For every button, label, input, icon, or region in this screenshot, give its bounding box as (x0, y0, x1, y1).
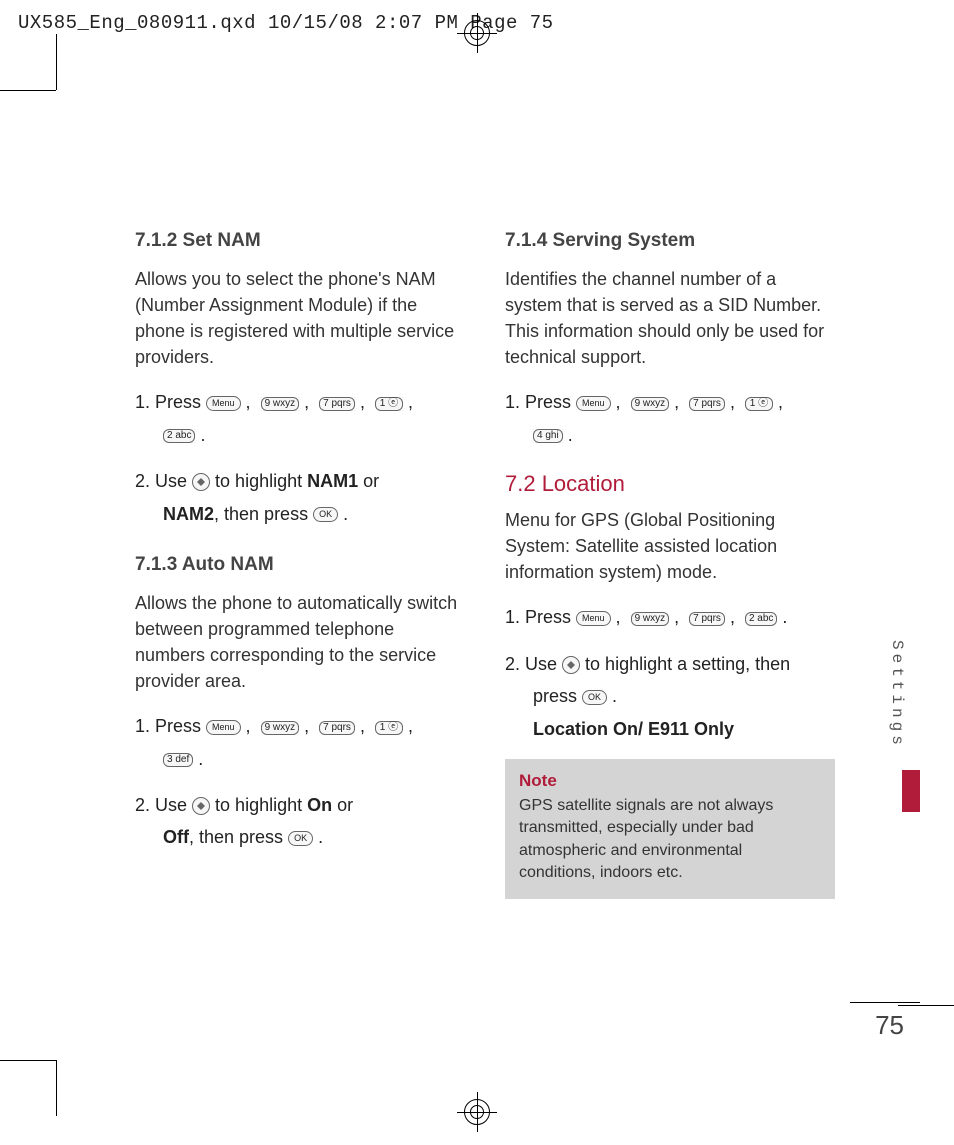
heading-location: 7.2 Location (505, 471, 835, 497)
key-2-icon: 2 abc (745, 612, 777, 626)
option-on: On (307, 795, 332, 815)
step: 1. Press Menu , 9 wxyz , 7 pqrs , 1 ⓔ , … (135, 386, 465, 451)
step-text: 1. Press (135, 392, 206, 412)
step-text: 2. Use (505, 654, 562, 674)
step-text: 1. Press (505, 392, 576, 412)
paragraph: Identifies the channel number of a syste… (505, 266, 835, 370)
note-title: Note (519, 771, 821, 791)
step: 2. Use to highlight a setting, then pres… (505, 648, 835, 745)
heading-serving-system: 7.1.4 Serving System (505, 230, 835, 252)
nav-key-icon (192, 797, 210, 815)
registration-mark-bottom (464, 1099, 490, 1125)
step: 1. Press Menu , 9 wxyz , 7 pqrs , 1 ⓔ , … (135, 710, 465, 775)
left-column: 7.1.2 Set NAM Allows you to select the p… (135, 230, 465, 899)
heading-auto-nam: 7.1.3 Auto NAM (135, 554, 465, 576)
step: 2. Use to highlight NAM1 or NAM2, then p… (135, 465, 465, 530)
note-body: GPS satellite signals are not always tra… (519, 795, 821, 885)
key-1-icon: 1 ⓔ (375, 721, 403, 735)
key-7-icon: 7 pqrs (689, 612, 725, 626)
menu-key-icon: Menu (576, 396, 611, 411)
step-text: or (363, 471, 379, 491)
step-text: to highlight (215, 471, 307, 491)
key-1-icon: 1 ⓔ (745, 397, 773, 411)
step-text: 2. Use (135, 471, 192, 491)
key-3-icon: 3 def (163, 753, 193, 767)
ok-key-icon: OK (582, 690, 607, 705)
ok-key-icon: OK (313, 507, 338, 522)
step-text: , then press (214, 504, 313, 524)
option-nam1: NAM1 (307, 471, 358, 491)
crop-mark (0, 90, 56, 91)
option-off: Off (163, 827, 189, 847)
ok-key-icon: OK (288, 831, 313, 846)
option-nam2: NAM2 (163, 504, 214, 524)
page-content: 7.1.2 Set NAM Allows you to select the p… (135, 230, 835, 899)
key-2-icon: 2 abc (163, 429, 195, 443)
menu-key-icon: Menu (576, 611, 611, 626)
key-9-icon: 9 wxyz (631, 397, 670, 411)
crop-mark (56, 34, 57, 90)
step-text: to highlight (215, 795, 307, 815)
side-tab-label: Settings (888, 640, 906, 749)
key-4-icon: 4 ghi (533, 429, 563, 443)
key-9-icon: 9 wxyz (631, 612, 670, 626)
step-text: 1. Press (505, 607, 576, 627)
key-9-icon: 9 wxyz (261, 721, 300, 735)
menu-key-icon: Menu (206, 396, 241, 411)
crop-mark (0, 1060, 56, 1061)
step-text: , then press (189, 827, 288, 847)
key-7-icon: 7 pqrs (319, 397, 355, 411)
nav-key-icon (192, 473, 210, 491)
crop-mark (56, 1060, 57, 1116)
right-column: 7.1.4 Serving System Identifies the chan… (505, 230, 835, 899)
paragraph: Menu for GPS (Global Positioning System:… (505, 507, 835, 585)
step-text: 1. Press (135, 716, 206, 736)
registration-mark-top (464, 20, 490, 46)
page-number-rule (850, 1002, 920, 1003)
step-text: or (337, 795, 353, 815)
page-number: 75 (875, 1010, 904, 1041)
step: 2. Use to highlight On or Off, then pres… (135, 789, 465, 854)
paragraph: Allows the phone to automatically switch… (135, 590, 465, 694)
key-9-icon: 9 wxyz (261, 397, 300, 411)
step: 1. Press Menu , 9 wxyz , 7 pqrs , 2 abc … (505, 601, 835, 633)
heading-set-nam: 7.1.2 Set NAM (135, 230, 465, 252)
nav-key-icon (562, 656, 580, 674)
menu-key-icon: Menu (206, 720, 241, 735)
side-tab-bar (902, 770, 920, 812)
key-7-icon: 7 pqrs (319, 721, 355, 735)
crop-mark (898, 1005, 954, 1006)
location-options: Location On/ E911 Only (533, 719, 734, 739)
step: 1. Press Menu , 9 wxyz , 7 pqrs , 1 ⓔ , … (505, 386, 835, 451)
step-text: 2. Use (135, 795, 192, 815)
paragraph: Allows you to select the phone's NAM (Nu… (135, 266, 465, 370)
key-1-icon: 1 ⓔ (375, 397, 403, 411)
key-7-icon: 7 pqrs (689, 397, 725, 411)
note-box: Note GPS satellite signals are not alway… (505, 759, 835, 899)
